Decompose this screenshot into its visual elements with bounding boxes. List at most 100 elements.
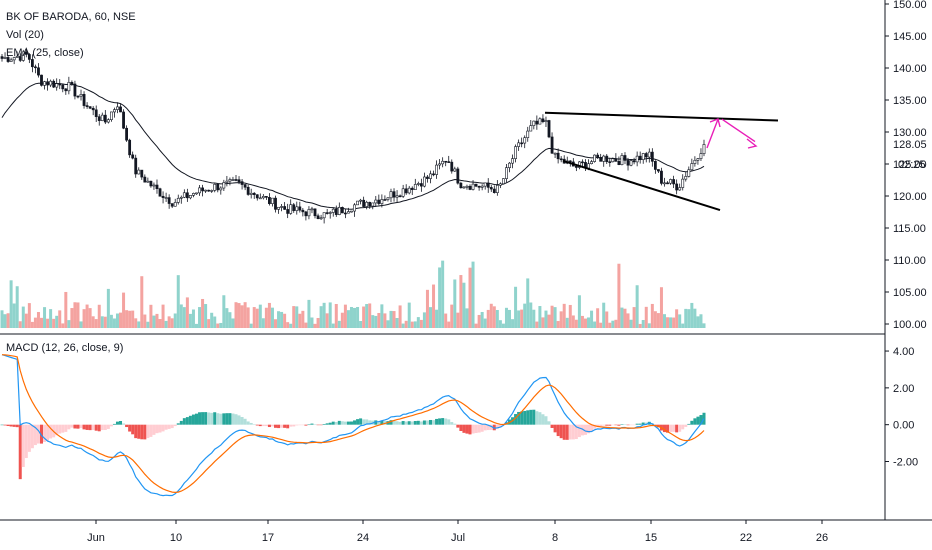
- volume-bar: [67, 320, 71, 328]
- histogram-bar: [64, 424, 68, 432]
- histogram-bar: [255, 424, 259, 426]
- histogram-bar: [182, 418, 186, 425]
- volume-bar: [386, 320, 390, 328]
- candle-body: [264, 196, 268, 198]
- histogram-bar: [270, 424, 274, 427]
- histogram-bar: [526, 410, 530, 425]
- histogram-bar: [143, 424, 147, 440]
- volume-bar: [134, 318, 138, 328]
- candle-body: [15, 56, 19, 58]
- volume-bar: [538, 306, 542, 328]
- macd-line: [1, 354, 705, 497]
- volume-bar: [307, 299, 311, 328]
- histogram-bar: [489, 424, 493, 430]
- volume-bar: [492, 306, 496, 328]
- volume-bar: [125, 310, 129, 328]
- volume-bar: [629, 319, 633, 328]
- histogram-bar: [544, 416, 548, 425]
- candle-body: [88, 106, 92, 109]
- candle-body: [292, 204, 296, 211]
- histogram-bar: [368, 420, 372, 425]
- volume-bar: [380, 304, 384, 328]
- volume-bar: [410, 321, 414, 328]
- volume-bar: [167, 316, 171, 328]
- price-tick-label: 150.00: [893, 0, 927, 11]
- histogram-bar: [450, 422, 454, 425]
- histogram-bar: [538, 412, 542, 425]
- candle-body: [502, 178, 505, 185]
- histogram-bar: [486, 424, 490, 431]
- volume-bar: [593, 321, 597, 328]
- candle-body: [258, 197, 262, 200]
- volume-bar: [274, 319, 278, 328]
- histogram-bar: [310, 423, 314, 425]
- volume-bar: [140, 276, 144, 328]
- volume-bar: [675, 309, 679, 328]
- histogram-bar: [100, 424, 104, 431]
- candle-body: [85, 105, 89, 107]
- histogram-bar: [602, 424, 606, 426]
- candle-body: [605, 155, 609, 162]
- time-tick-label: 17: [262, 532, 274, 544]
- histogram-bar: [641, 422, 645, 425]
- candle-body: [94, 109, 98, 117]
- candle-body: [176, 197, 180, 203]
- histogram-bar: [574, 424, 578, 440]
- time-tick-label: 10: [170, 532, 182, 544]
- histogram-bar: [541, 414, 545, 425]
- volume-bar: [18, 321, 22, 328]
- volume-bar: [678, 314, 682, 328]
- candle-body: [617, 161, 621, 165]
- candle-body: [27, 54, 31, 60]
- candle-body: [392, 191, 396, 198]
- volume-bar: [690, 302, 694, 328]
- candle-body: [9, 59, 13, 62]
- volume-bar: [36, 312, 40, 328]
- volume-bar: [565, 317, 569, 328]
- histogram-bar: [611, 424, 615, 426]
- histogram-bar: [514, 414, 518, 425]
- volume-bar: [583, 318, 587, 328]
- volume-bar: [213, 316, 217, 328]
- candle-body: [185, 192, 189, 199]
- histogram-bar: [94, 424, 98, 431]
- candle-body: [505, 167, 508, 179]
- histogram-bar: [675, 424, 679, 433]
- histogram-bar: [474, 424, 478, 434]
- histogram-bar: [517, 411, 521, 425]
- price-tick-label: 145.00: [893, 31, 927, 43]
- volume-bar: [632, 307, 636, 328]
- time-tick-label: 24: [357, 532, 369, 544]
- candle-body: [249, 192, 253, 195]
- candle-body: [67, 82, 71, 92]
- candle-body: [268, 197, 271, 204]
- volume-bar: [608, 322, 612, 328]
- candle-body: [328, 212, 332, 214]
- histogram-bar: [346, 421, 350, 425]
- volume-bar: [474, 323, 478, 328]
- chart-title: BK OF BARODA, 60, NSE: [6, 11, 136, 23]
- histogram-bar: [301, 424, 305, 426]
- volume-bar: [33, 317, 37, 328]
- volume-bar: [219, 322, 223, 328]
- histogram-bar: [635, 423, 639, 425]
- volume-bar: [170, 318, 174, 328]
- candle-body: [204, 189, 208, 192]
- volume-bar: [498, 320, 502, 328]
- volume-bar: [462, 282, 466, 328]
- histogram-bar: [3, 424, 7, 426]
- histogram-bar: [237, 415, 241, 425]
- candle-body: [669, 179, 672, 184]
- volume-bar: [103, 316, 107, 328]
- histogram-bar: [155, 424, 159, 434]
- ema-label: EMA (25, close): [6, 47, 84, 59]
- volume-bar: [280, 311, 284, 328]
- candle-body: [40, 74, 43, 86]
- candle-body: [629, 160, 633, 166]
- candle-body: [12, 57, 16, 61]
- candle-body: [498, 183, 502, 186]
- histogram-bar: [428, 419, 432, 425]
- volume-bar: [198, 307, 202, 328]
- macd-tick-label: -2.00: [893, 457, 918, 469]
- candle-body: [663, 182, 666, 185]
